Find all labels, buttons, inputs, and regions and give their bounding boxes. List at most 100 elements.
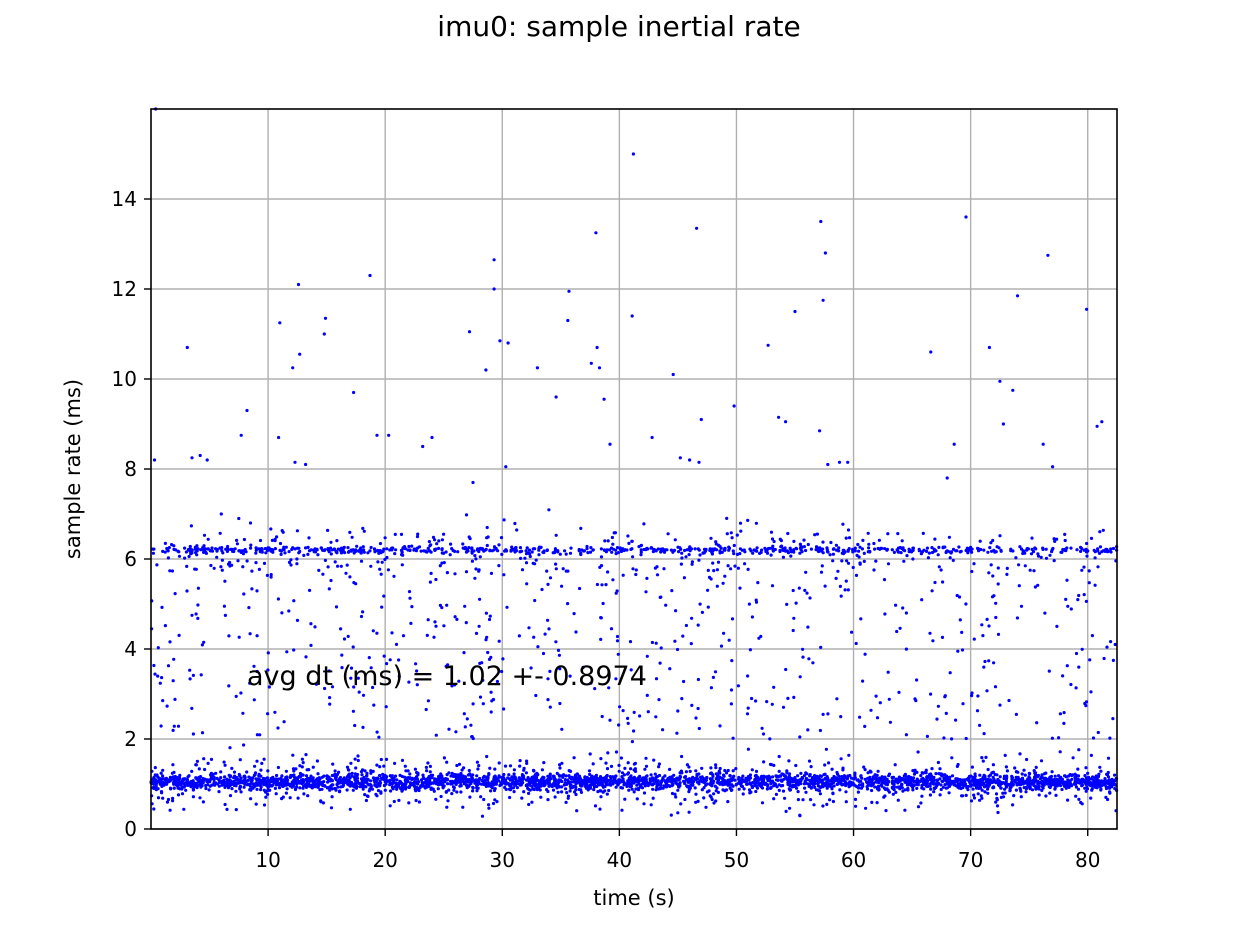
data-point: [599, 757, 603, 761]
data-point: [309, 643, 313, 648]
data-point: [632, 729, 636, 733]
data-point: [241, 565, 245, 569]
data-point: [1085, 541, 1089, 546]
data-point: [166, 548, 170, 553]
data-point: [205, 458, 209, 462]
data-point: [1096, 547, 1100, 551]
data-point: [408, 781, 412, 785]
data-point: [518, 759, 522, 763]
data-point: [748, 547, 752, 551]
data-point: [644, 756, 648, 760]
data-point: [239, 550, 243, 555]
data-point: [590, 783, 594, 787]
data-point: [1039, 555, 1043, 560]
data-point: [634, 572, 638, 577]
data-point: [1050, 550, 1054, 554]
data-point: [718, 766, 722, 771]
data-point: [874, 694, 878, 698]
data-point: [933, 787, 937, 791]
data-point: [313, 782, 317, 786]
data-point: [856, 790, 861, 794]
data-point: [486, 535, 490, 539]
data-point: [478, 546, 482, 551]
data-point: [674, 781, 678, 785]
data-point: [506, 341, 510, 345]
data-point: [564, 569, 568, 573]
data-point: [830, 780, 835, 784]
data-point: [329, 806, 334, 810]
data-point: [579, 788, 583, 792]
data-point: [513, 550, 517, 554]
data-point: [561, 567, 565, 571]
data-point: [444, 790, 448, 794]
data-point: [375, 794, 379, 798]
data-point: [291, 784, 296, 788]
data-point: [599, 777, 603, 781]
data-point: [650, 783, 654, 787]
data-point: [539, 795, 543, 799]
data-point: [1024, 790, 1028, 794]
data-point: [601, 790, 605, 794]
data-point: [754, 598, 758, 602]
data-point: [1046, 253, 1050, 257]
data-point: [809, 765, 813, 769]
data-point: [731, 784, 735, 788]
data-point: [411, 783, 415, 787]
data-point: [423, 780, 427, 785]
data-point: [915, 770, 919, 775]
data-point: [1024, 787, 1028, 791]
data-point: [594, 773, 599, 777]
data-point: [751, 781, 755, 785]
data-point: [1087, 780, 1091, 784]
data-point: [219, 776, 223, 780]
data-point: [1097, 551, 1102, 556]
data-point: [770, 702, 774, 706]
data-point: [322, 774, 326, 778]
data-point: [1053, 539, 1057, 544]
data-point: [835, 782, 839, 787]
data-point: [1040, 785, 1045, 789]
data-point: [750, 696, 754, 701]
data-point: [781, 555, 786, 559]
data-point: [204, 550, 208, 554]
data-point: [459, 771, 463, 776]
data-point: [153, 672, 157, 676]
data-point: [743, 550, 747, 554]
data-point: [177, 554, 182, 558]
data-point: [395, 787, 399, 791]
data-point: [440, 561, 444, 565]
data-point: [397, 658, 401, 662]
data-point: [788, 806, 792, 810]
data-point: [242, 592, 246, 596]
data-point: [329, 540, 333, 544]
data-point: [791, 780, 796, 784]
data-point: [489, 710, 493, 714]
data-point: [687, 784, 691, 788]
data-point: [265, 573, 269, 578]
data-point: [186, 783, 190, 788]
data-point: [188, 549, 192, 553]
data-point: [653, 772, 657, 776]
data-point: [560, 790, 564, 794]
data-point: [352, 551, 356, 555]
data-point: [285, 650, 289, 654]
data-point: [948, 671, 952, 675]
data-point: [937, 565, 941, 569]
data-point: [871, 775, 875, 779]
data-point: [738, 781, 742, 786]
data-point: [950, 737, 954, 741]
data-point: [608, 718, 612, 722]
data-point: [714, 763, 718, 767]
data-point: [817, 775, 821, 779]
data-point: [741, 792, 745, 796]
data-point: [262, 788, 266, 792]
data-point: [178, 787, 182, 791]
data-point: [652, 758, 656, 762]
data-point: [385, 779, 389, 783]
data-point: [670, 589, 674, 593]
data-point: [927, 551, 932, 555]
data-point: [730, 617, 735, 621]
data-point: [876, 546, 880, 551]
data-point: [1076, 787, 1081, 791]
data-point: [267, 685, 271, 689]
